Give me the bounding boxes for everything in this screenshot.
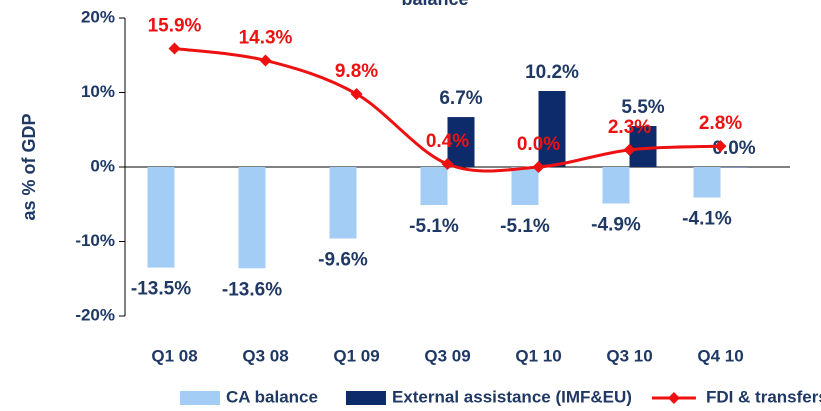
data-label: 6.7% (439, 88, 482, 109)
data-label: 2.8% (699, 113, 742, 134)
data-label: -4.9% (591, 215, 641, 236)
x-tick-label: Q1 10 (515, 346, 561, 365)
marker (168, 42, 181, 55)
marker (623, 143, 636, 156)
y-tick-label: 10% (81, 82, 115, 101)
data-label: 5.5% (621, 97, 664, 118)
y-tick-label: -20% (75, 305, 115, 324)
legend-swatch (345, 391, 386, 405)
chart-title: balance (401, 0, 468, 9)
legend-swatch (180, 391, 220, 405)
x-tick-label: Q3 09 (424, 346, 470, 365)
marker (350, 87, 363, 100)
x-tick-label: Q3 08 (242, 346, 288, 365)
data-label: 2.3% (608, 117, 651, 138)
data-label: 0.0% (517, 134, 560, 155)
x-tick-label: Q1 08 (151, 346, 197, 365)
x-tick-label: Q3 10 (606, 346, 652, 365)
data-label: -13.6% (222, 279, 282, 300)
marker (259, 54, 272, 67)
data-label: 10.2% (525, 62, 579, 83)
data-label: 14.3% (239, 27, 293, 48)
legend-label: CA balance (226, 387, 318, 406)
bar (602, 167, 630, 204)
y-tick-label: 20% (81, 7, 115, 26)
data-label: 9.8% (335, 61, 378, 82)
data-label: -13.5% (131, 279, 191, 300)
y-tick-label: 0% (90, 156, 115, 175)
data-label: 0.4% (426, 131, 469, 152)
legend-label: External assistance (IMF&EU) (392, 387, 632, 406)
bar (329, 167, 357, 239)
bar (147, 167, 175, 268)
bar (238, 167, 266, 269)
bar (693, 167, 721, 198)
marker (532, 161, 545, 173)
x-tick-label: Q4 10 (697, 346, 743, 365)
bar (447, 117, 475, 167)
bar (720, 167, 748, 168)
data-label: 15.9% (148, 16, 202, 37)
marker (441, 158, 454, 171)
bar (629, 126, 657, 167)
x-tick-label: Q1 09 (333, 346, 379, 365)
legend-label: FDI & transfers (706, 387, 821, 406)
marker (714, 140, 727, 153)
y-axis-label: as % of GDP (19, 113, 39, 220)
bar (420, 167, 448, 205)
data-label: -5.1% (409, 216, 459, 237)
bar (538, 91, 566, 167)
legend-marker (667, 392, 680, 404)
data-label: -9.6% (318, 250, 368, 271)
data-label: -5.1% (500, 216, 550, 237)
bar (511, 167, 539, 205)
data-label: -4.1% (682, 209, 732, 230)
y-tick-label: -10% (75, 231, 115, 250)
